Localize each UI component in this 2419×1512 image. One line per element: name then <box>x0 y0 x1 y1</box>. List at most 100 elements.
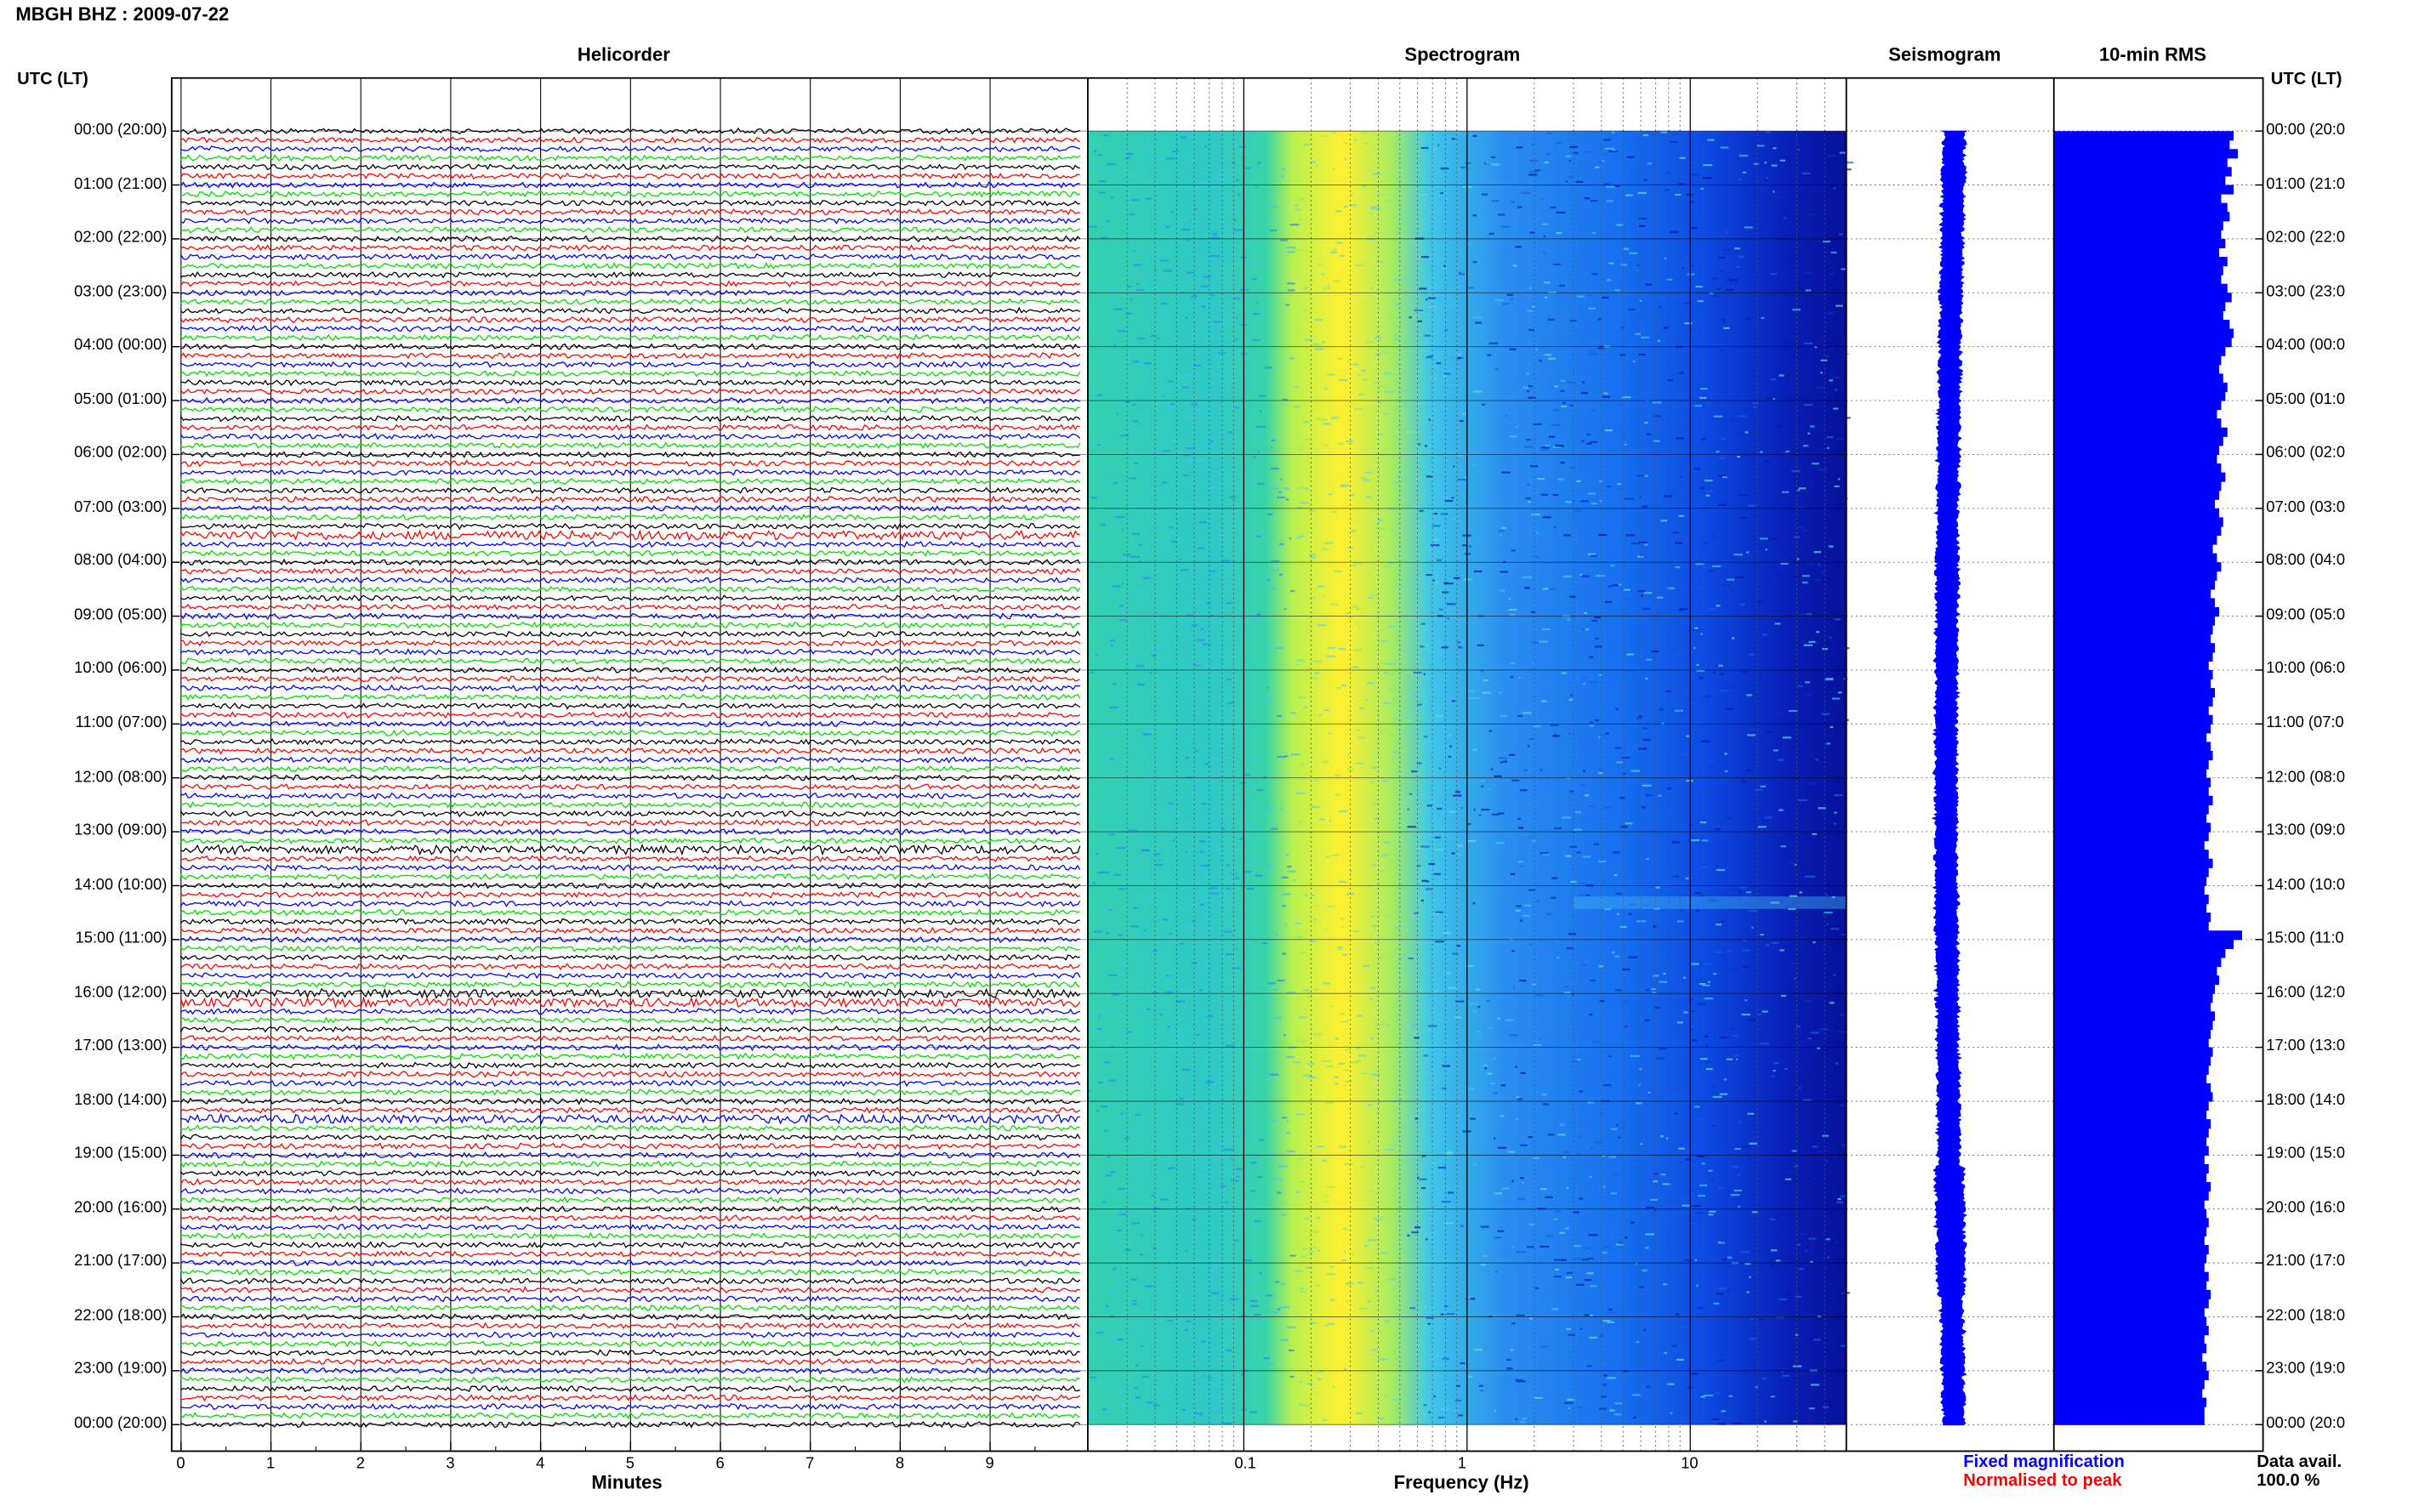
spectrogram-speckle <box>1680 475 1682 478</box>
spectrogram-speckle <box>1473 570 1483 573</box>
spectrogram-speckle <box>1435 849 1444 851</box>
spectrogram-speckle <box>1639 225 1646 227</box>
spectrogram-speckle <box>1755 190 1758 193</box>
spectrogram-speckle <box>1552 493 1559 497</box>
helicorder-trace <box>180 529 1080 542</box>
spectrogram-speckle <box>1213 373 1221 377</box>
spectrogram-speckle <box>1515 909 1522 912</box>
spectrogram-speckle <box>1829 1030 1838 1032</box>
spectrogram-speckle <box>1444 499 1454 503</box>
spectrogram-speckle <box>1136 572 1147 576</box>
spectrogram-speckle <box>1312 660 1322 662</box>
helicorder-trace <box>180 1089 1080 1096</box>
spectrogram-speckle <box>1667 587 1675 589</box>
spectrogram-speckle <box>1118 619 1128 622</box>
spectrogram-speckle <box>1817 386 1824 389</box>
spectrogram-speckle <box>1500 534 1502 537</box>
spectrogram-speckle <box>1273 1016 1282 1020</box>
spectrogram-speckle <box>1798 1268 1804 1270</box>
spectrogram-speckle <box>1750 1318 1754 1321</box>
spectrogram-speckle <box>1253 620 1261 622</box>
spectrogram-speckle <box>1568 1407 1571 1410</box>
time-label-left: 22:00 (18:00) <box>74 1307 168 1325</box>
spectrogram-speckle <box>1846 353 1850 355</box>
spectrogram-speckle <box>1203 276 1212 278</box>
spectrogram-speckle <box>1181 228 1190 231</box>
spectrogram-speckle <box>1107 162 1116 166</box>
spectrogram-speckle <box>1108 909 1112 912</box>
rms-bar <box>2053 499 2216 509</box>
spectrogram-speckle <box>1327 373 1335 376</box>
rms-bar <box>2053 895 2209 905</box>
spectrogram-speckle <box>1822 648 1829 651</box>
spectrogram-speckle <box>1643 1328 1646 1331</box>
helicorder-trace <box>180 270 1081 279</box>
spectrogram-speckle <box>1653 925 1657 928</box>
spectrogram-speckle <box>1687 273 1695 276</box>
spectrogram-speckle <box>1528 173 1538 176</box>
spectrogram-speckle <box>1791 469 1801 473</box>
spectrogram-speckle <box>1633 1416 1636 1419</box>
spectrogram-speckle <box>1773 712 1782 715</box>
spectrogram-speckle <box>1566 1327 1572 1330</box>
spectrogram-speckle <box>1506 1367 1513 1370</box>
spectrogram-speckle <box>1420 845 1430 848</box>
minutes-tick-label: 9 <box>985 1455 994 1474</box>
spectrogram-speckle <box>1642 607 1651 610</box>
spectrogram-speckle <box>1233 229 1243 231</box>
spectrogram-speckle <box>1141 1061 1144 1065</box>
spectrogram-speckle <box>1314 672 1318 674</box>
spectrogram-speckle <box>1172 839 1175 842</box>
spectrogram-speckle <box>1146 373 1153 376</box>
spectrogram-speckle <box>1629 252 1637 254</box>
spectrogram-speckle <box>1846 168 1852 171</box>
spectrogram-speckle <box>1354 139 1357 141</box>
spectrogram-speckle <box>1837 583 1841 586</box>
spectrogram-speckle <box>1721 318 1725 321</box>
spectrogram-speckle <box>1764 179 1768 181</box>
spectrogram-speckle <box>1331 416 1340 419</box>
spectrogram-speckle <box>1795 1333 1799 1336</box>
spectrogram-speckle <box>1248 665 1252 668</box>
spectrogram-speckle <box>1494 1270 1498 1273</box>
spectrogram-speckle <box>1602 1320 1611 1322</box>
spectrogram-speckle <box>1686 735 1690 737</box>
spectrogram-speckle <box>1626 156 1635 158</box>
spectrogram-speckle <box>1597 736 1601 739</box>
spectrogram-speckle <box>1696 663 1699 666</box>
spectrogram-speckle <box>1739 155 1748 157</box>
spectrogram-speckle <box>1460 1362 1466 1365</box>
spectrogram-speckle <box>1367 1104 1374 1106</box>
spectrogram-speckle <box>1423 736 1428 738</box>
spectrogram-speckle <box>1548 435 1556 438</box>
spectrogram-speckle <box>1589 1013 1593 1016</box>
spectrogram-speckle <box>1716 869 1725 872</box>
spectrogram-speckle <box>1167 1319 1173 1322</box>
spectrogram-speckle <box>1369 594 1379 597</box>
spectrogram-speckle <box>1218 537 1224 540</box>
spectrogram-speckle <box>1105 932 1109 935</box>
spectrogram-speckle <box>1430 544 1440 547</box>
spectrogram-speckle <box>1157 438 1163 441</box>
spectrogram-speckle <box>1151 648 1158 651</box>
left-axis-title: UTC (LT) <box>17 70 88 89</box>
spectrogram-speckle <box>1678 372 1684 374</box>
spectrogram-speckle <box>1815 449 1824 452</box>
spectrogram-speckle <box>1092 571 1095 575</box>
spectrogram-speckle <box>1244 685 1249 688</box>
spectrogram-speckle <box>1591 503 1597 505</box>
spectrogram-speckle <box>1590 1147 1594 1150</box>
spectrogram-speckle <box>1511 950 1516 952</box>
spectrogram-speckle <box>1653 415 1662 418</box>
spectrogram-speckle <box>1540 198 1544 201</box>
spectrogram-speckle <box>1722 1258 1727 1260</box>
spectrogram-speckle <box>1443 375 1446 378</box>
spectrogram-speckle <box>1221 827 1226 831</box>
spectrogram-speckle <box>1239 1292 1246 1295</box>
spectrogram-speckle <box>1435 941 1444 943</box>
spectrogram-speckle <box>1528 501 1531 503</box>
spectrogram-speckle <box>1745 318 1750 321</box>
spectrogram-speckle <box>1454 577 1460 579</box>
spectrogram-speckle <box>1443 264 1446 267</box>
spectrogram-speckle <box>1136 1364 1139 1367</box>
